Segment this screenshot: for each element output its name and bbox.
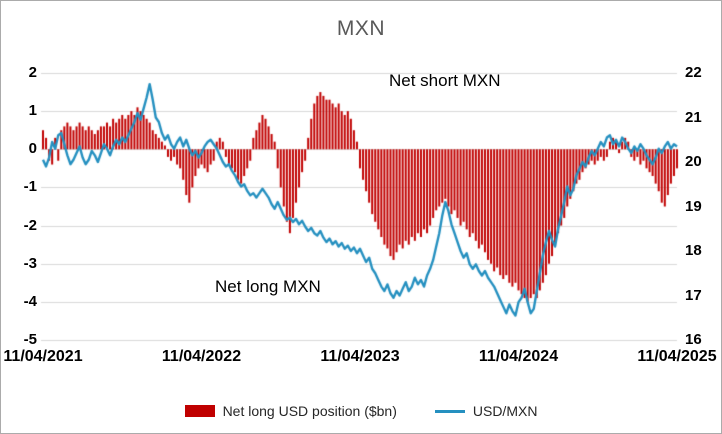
- legend-item-bars: Net long USD position ($bn): [184, 403, 397, 419]
- x-axis-tick: 11/04/2022: [161, 348, 242, 365]
- chart-title: MXN: [336, 17, 386, 40]
- x-axis-tick: 11/04/2023: [320, 348, 400, 365]
- y-axis-right-tick: 19: [685, 197, 702, 215]
- legend-item-line: USD/MXN: [434, 403, 538, 419]
- y-axis-left-tick: 0: [28, 140, 37, 158]
- y-axis-right-tick: 21: [685, 108, 702, 126]
- y-axis-left-tick: -3: [23, 254, 37, 272]
- legend-line-label: USD/MXN: [472, 403, 538, 419]
- legend-line-swatch: [434, 409, 465, 413]
- legend: Net long USD position ($bn) USD/MXN: [1, 403, 721, 419]
- annotation-net-short-mxn: Net short MXN: [389, 71, 501, 90]
- x-axis-tick: 11/04/2021: [3, 348, 83, 365]
- legend-bar-swatch: [184, 405, 215, 417]
- y-axis-right-tick: 22: [685, 64, 702, 81]
- y-axis-right-tick: 16: [685, 331, 702, 348]
- y-axis-left-tick: -5: [23, 331, 37, 348]
- y-axis-left-tick: -2: [23, 216, 37, 234]
- x-axis-tick: 11/04/2024: [478, 348, 559, 365]
- legend-bar-label: Net long USD position ($bn): [222, 403, 397, 419]
- y-axis-right-tick: 18: [685, 242, 702, 259]
- y-axis-left-tick: 1: [28, 102, 37, 120]
- y-axis-left-tick: 2: [28, 64, 37, 81]
- y-axis-left-tick: -1: [23, 178, 37, 196]
- y-axis-right-tick: 17: [685, 286, 702, 304]
- y-axis-right-tick: 20: [685, 153, 702, 170]
- x-axis-tick: 11/04/2025: [637, 348, 717, 365]
- y-axis-left-tick: -4: [23, 292, 37, 310]
- annotation-net-long-mxn: Net long MXN: [215, 277, 321, 296]
